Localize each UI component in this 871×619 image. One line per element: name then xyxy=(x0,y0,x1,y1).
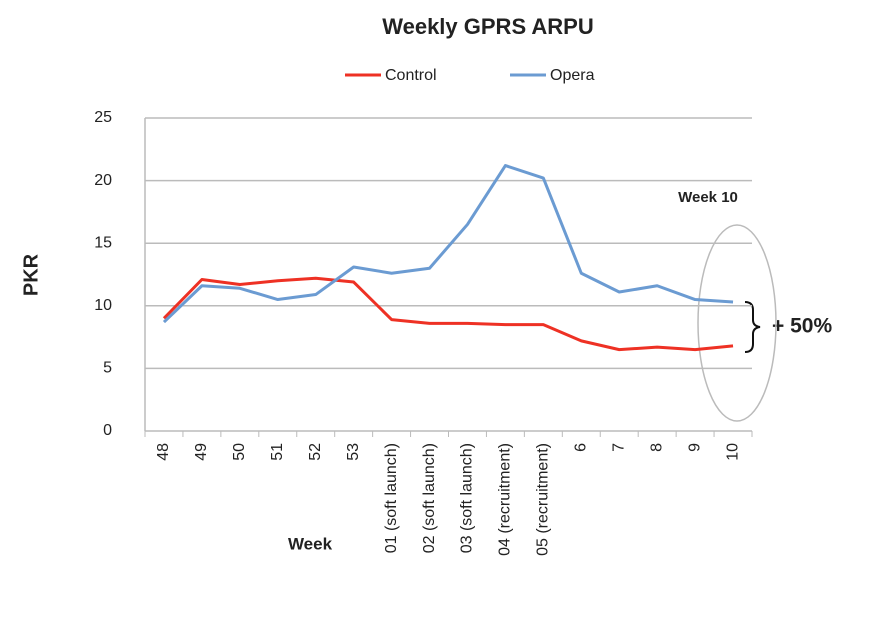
x-tick-label: 02 (soft launch) xyxy=(421,443,438,553)
x-tick-label: 48 xyxy=(155,443,172,461)
legend-label: Opera xyxy=(550,67,595,84)
x-tick-label: 52 xyxy=(307,443,324,461)
series-line xyxy=(162,276,734,352)
x-tick-label: 03 (soft launch) xyxy=(459,443,476,553)
x-tick-label: 7 xyxy=(610,443,627,452)
chart-title: Weekly GPRS ARPU xyxy=(382,14,594,39)
y-tick-label: 25 xyxy=(94,109,112,126)
brace xyxy=(744,301,761,353)
legend-label: Control xyxy=(385,67,437,84)
x-tick-label: 04 (recruitment) xyxy=(497,443,514,556)
x-tick-label: 50 xyxy=(231,443,248,461)
highlight-ellipse xyxy=(697,224,777,422)
y-tick-label: 5 xyxy=(103,360,112,377)
y-tick-label: 15 xyxy=(94,234,112,251)
x-tick-label: 6 xyxy=(573,443,590,452)
x-tick-label: 49 xyxy=(193,443,210,461)
x-axis-label: Week xyxy=(288,534,333,553)
annotation: Week 10 xyxy=(678,189,738,206)
x-tick-label: 01 (soft launch) xyxy=(383,443,400,553)
x-tick-label: 8 xyxy=(648,443,665,452)
series-line xyxy=(162,164,734,324)
x-tick-label: 9 xyxy=(686,443,703,452)
x-tick-label: 05 (recruitment) xyxy=(535,443,552,556)
y-axis-label: PKR xyxy=(20,253,42,296)
x-tick-label: 53 xyxy=(345,443,362,461)
y-tick-label: 10 xyxy=(94,297,112,314)
x-tick-label: 10 xyxy=(724,443,741,461)
y-tick-label: 0 xyxy=(103,422,112,439)
x-tick-label: 51 xyxy=(269,443,286,461)
annotation: + 50% xyxy=(772,315,832,338)
y-tick-label: 20 xyxy=(94,172,112,189)
